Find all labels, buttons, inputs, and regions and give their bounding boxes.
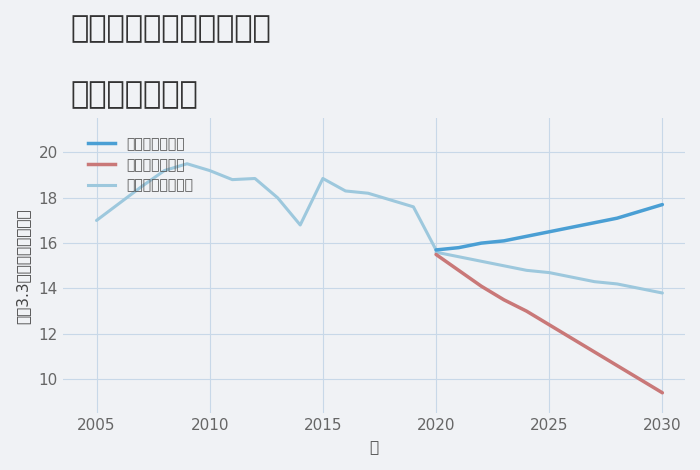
Text: 土地の価格推移: 土地の価格推移	[70, 80, 197, 109]
Y-axis label: 坪（3.3㎡）単価（万円）: 坪（3.3㎡）単価（万円）	[15, 208, 30, 324]
Legend: グッドシナリオ, バッドシナリオ, ノーマルシナリオ: グッドシナリオ, バッドシナリオ, ノーマルシナリオ	[82, 131, 199, 198]
Text: 三重県鈴鹿市南若松町の: 三重県鈴鹿市南若松町の	[70, 14, 271, 43]
X-axis label: 年: 年	[369, 440, 378, 455]
